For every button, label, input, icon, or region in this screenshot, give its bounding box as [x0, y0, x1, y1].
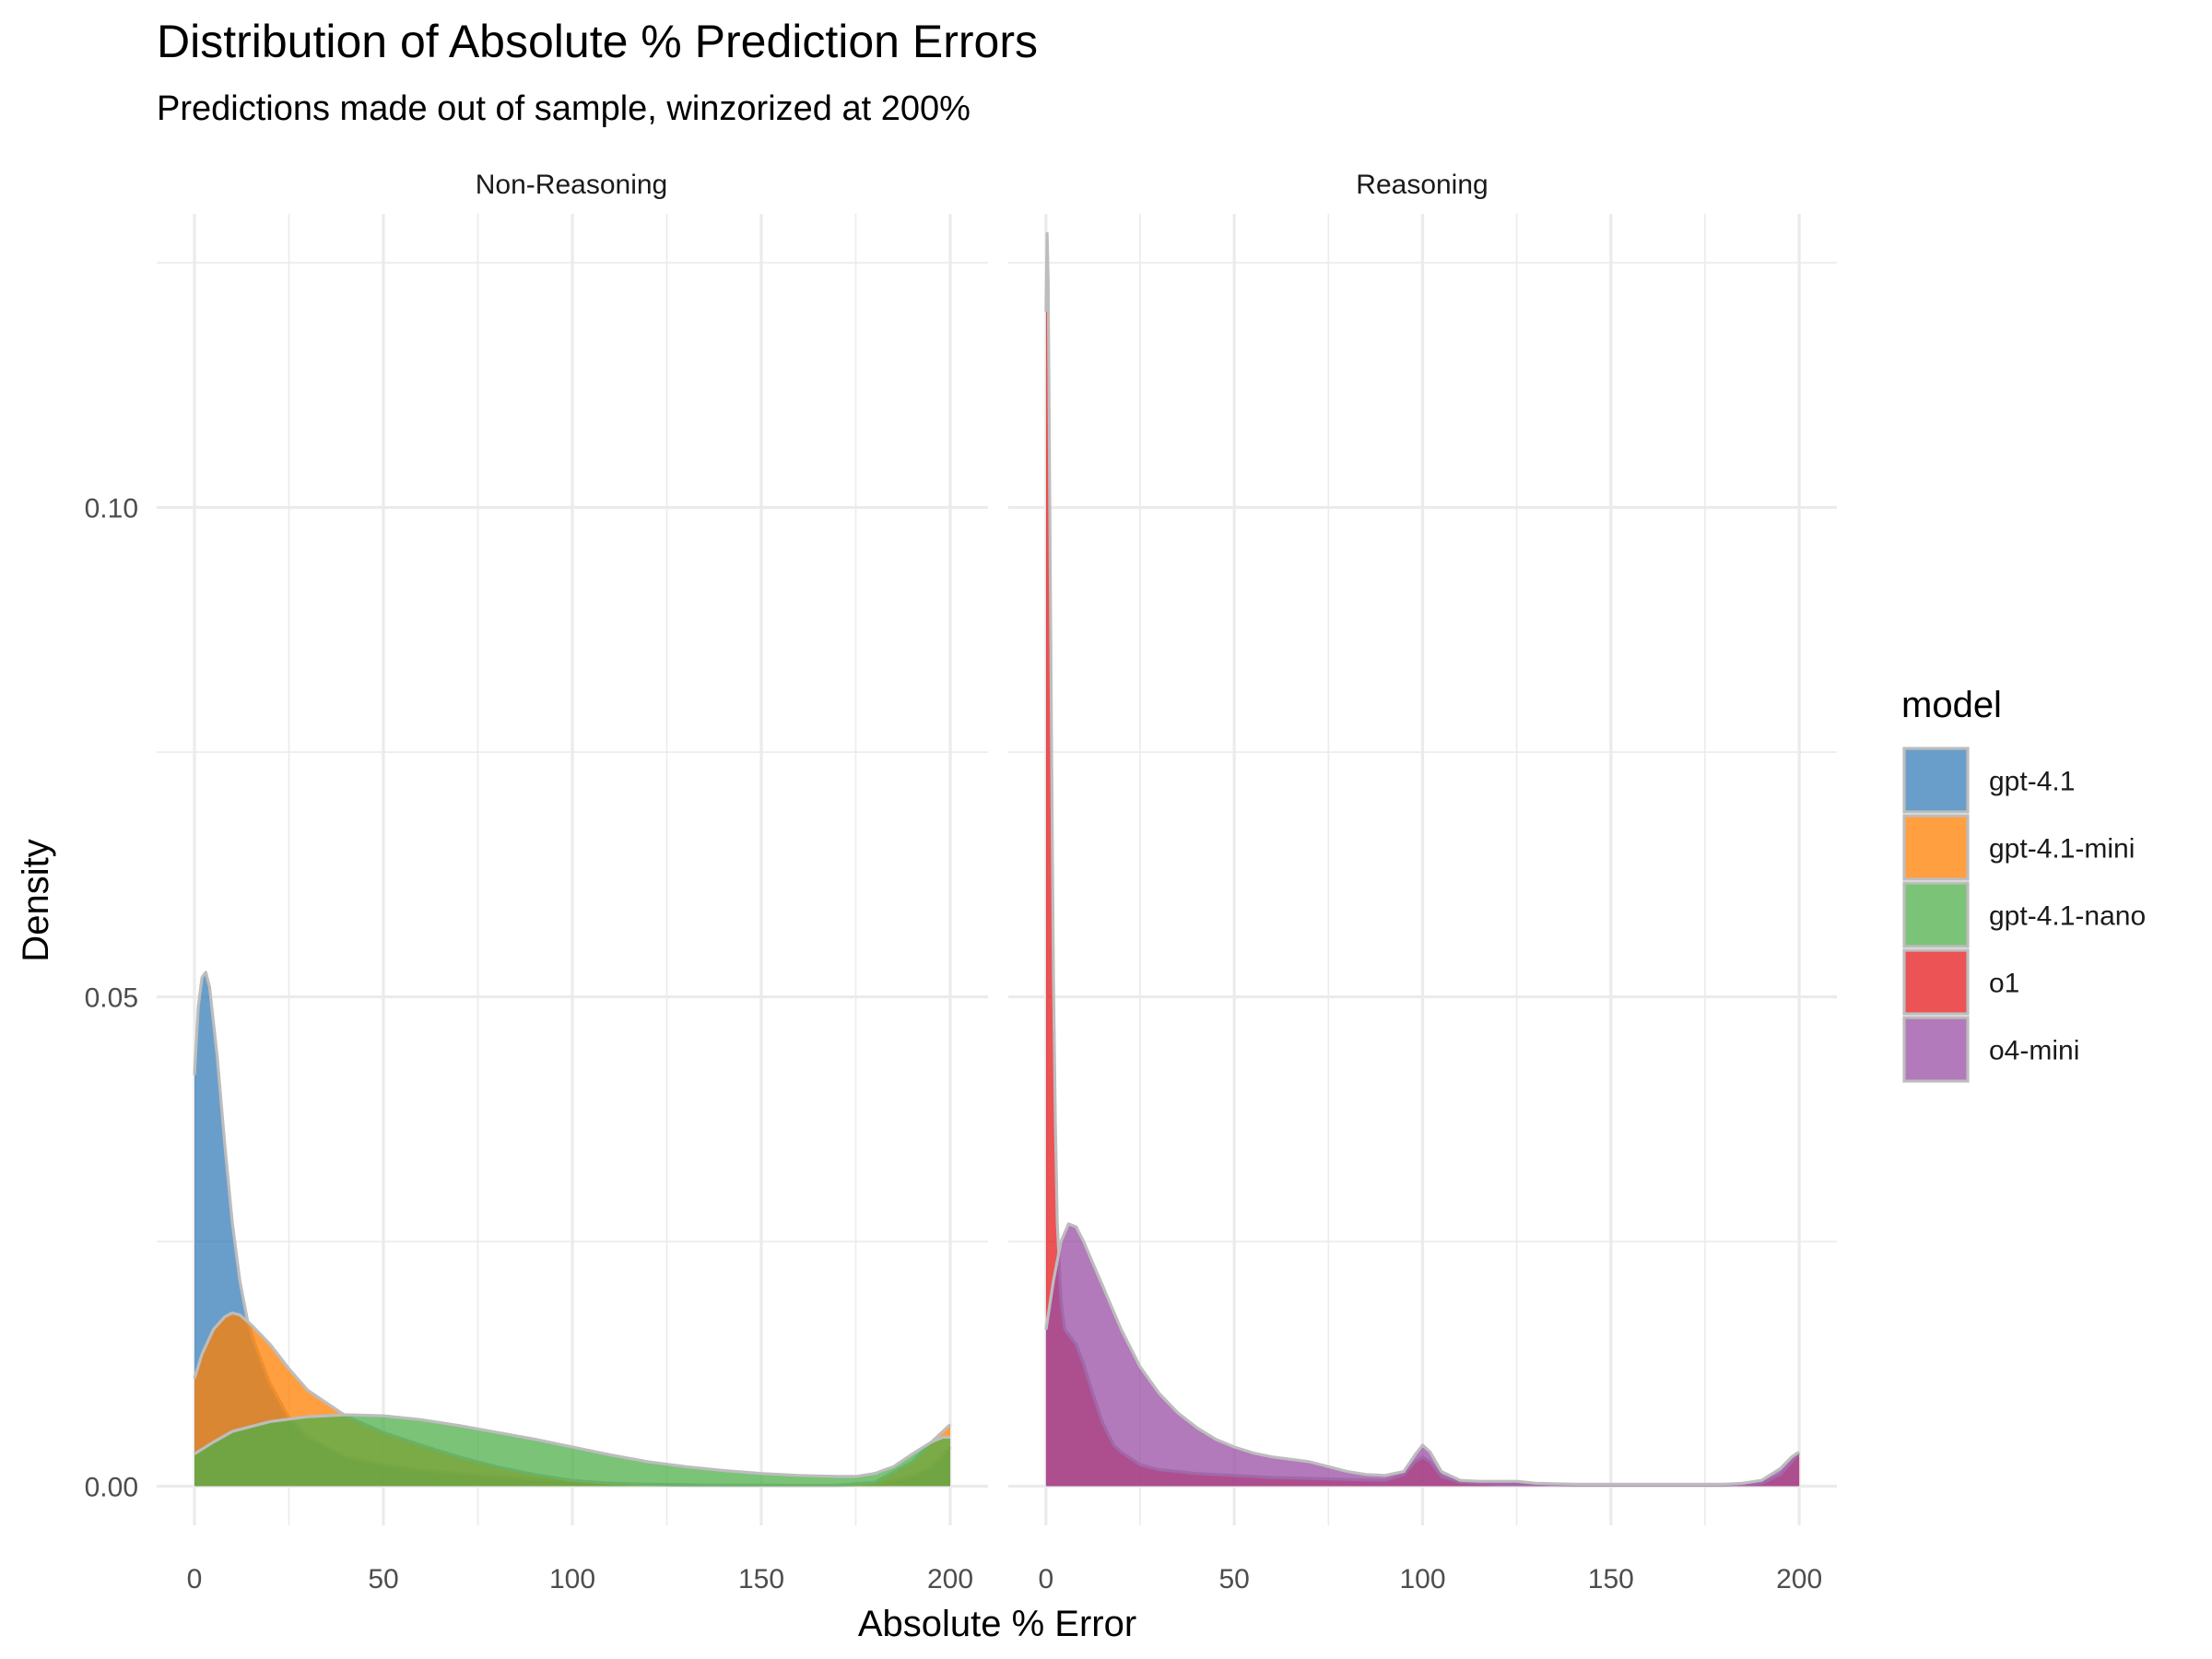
chart-subtitle: Predictions made out of sample, winzoriz…	[157, 89, 971, 128]
density-area-gpt-4.1-nano	[194, 1415, 950, 1487]
legend-label-gpt-4.1: gpt-4.1	[1989, 767, 2075, 797]
chart-title: Distribution of Absolute % Prediction Er…	[157, 16, 1038, 67]
x-tick-label: 50	[368, 1564, 398, 1594]
density-outline-gpt-4.1-nano	[194, 1413, 950, 1478]
x-tick-label: 200	[927, 1564, 973, 1594]
legend-key-gpt-4.1	[1902, 747, 1970, 814]
legend-label-o1: o1	[1989, 969, 2019, 999]
panel-non-reasoning	[157, 214, 988, 1525]
x-tick-label: 0	[1039, 1564, 1054, 1594]
x-axis-ticks: 0 50 100 150 200 0 50 100 150 200	[187, 1564, 1823, 1594]
density-area-o4-mini	[1045, 1223, 1800, 1487]
y-axis-title: Density	[16, 839, 56, 961]
legend-key-o4-mini	[1902, 1016, 1970, 1083]
legend-title: model	[1901, 685, 2002, 725]
x-tick-label: 150	[1588, 1564, 1634, 1594]
legend-label-gpt-4.1-nano: gpt-4.1-nano	[1989, 901, 2146, 932]
x-tick-label: 100	[549, 1564, 595, 1594]
density-outline-o4-mini	[1044, 1222, 1800, 1486]
x-tick-label: 50	[1218, 1564, 1249, 1594]
legend-key-gpt-4.1-mini	[1902, 814, 1970, 881]
facet-label-non-reasoning: Non-Reasoning	[476, 170, 667, 200]
x-tick-label: 200	[1776, 1564, 1822, 1594]
x-axis-title: Absolute % Error	[858, 1604, 1136, 1644]
y-tick-label: 0.00	[85, 1473, 138, 1503]
legend-key-gpt-4.1-nano	[1902, 881, 1970, 948]
x-tick-label: 0	[187, 1564, 203, 1594]
legend-key-o1	[1902, 948, 1970, 1016]
legend: model gpt-4.1 gpt-4.1-mini gpt-4.1-nano o1 o…	[1901, 685, 2146, 1083]
x-tick-label: 150	[738, 1564, 784, 1594]
panel-reasoning	[1008, 214, 1837, 1525]
facet-label-reasoning: Reasoning	[1356, 170, 1488, 200]
x-tick-label: 100	[1399, 1564, 1445, 1594]
y-axis-ticks: 0.00 0.05 0.10	[85, 494, 138, 1503]
legend-label-o4-mini: o4-mini	[1989, 1036, 2079, 1066]
legend-label-gpt-4.1-mini: gpt-4.1-mini	[1989, 834, 2135, 865]
y-tick-label: 0.10	[85, 494, 138, 524]
y-tick-label: 0.05	[85, 983, 138, 1014]
